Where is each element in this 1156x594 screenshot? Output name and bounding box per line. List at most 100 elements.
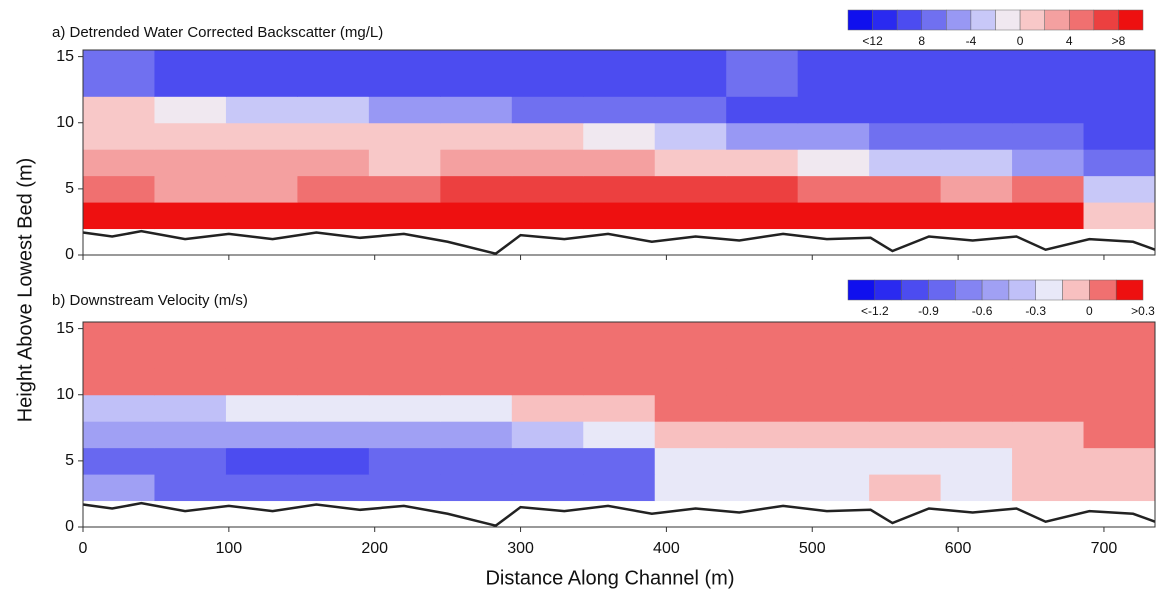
heat-cell — [511, 96, 584, 124]
heat-cell — [368, 474, 441, 502]
colorbar-swatch — [1115, 279, 1144, 301]
heat-cell — [654, 202, 727, 230]
heat-cell — [83, 149, 155, 177]
colorbar-swatch — [921, 9, 947, 31]
y-tick-label: 10 — [56, 114, 74, 131]
colorbar-swatch — [847, 9, 873, 31]
heat-cell — [225, 394, 298, 422]
colorbar-label: 8 — [918, 34, 925, 48]
heat-cell — [726, 394, 799, 422]
heat-cell — [440, 50, 513, 97]
bed-line — [82, 501, 1156, 528]
heat-cell — [154, 474, 227, 502]
heat-cell — [225, 175, 298, 203]
heat-cell — [583, 96, 656, 124]
heat-cell — [940, 149, 1013, 177]
heat-cell — [869, 394, 942, 422]
x-tick-label: 0 — [79, 540, 88, 557]
heat-cell — [368, 96, 441, 124]
heat-cell — [654, 447, 727, 475]
heat-cell — [726, 447, 799, 475]
heat-cell — [1083, 50, 1156, 97]
heat-cell — [726, 149, 799, 177]
heat-cell — [511, 175, 584, 203]
heat-cell — [726, 322, 799, 369]
heat-cell — [583, 122, 656, 150]
heat-cell — [1083, 368, 1156, 396]
heat-cell — [225, 421, 298, 449]
heat-cell — [797, 368, 870, 396]
heat-cell — [154, 50, 227, 97]
heat-cell — [511, 368, 584, 396]
heat-cell — [511, 149, 584, 177]
heat-cell — [440, 122, 513, 150]
heat-cell — [1012, 394, 1085, 422]
heat-cell — [511, 202, 584, 230]
heat-cell — [869, 474, 942, 502]
heat-cell — [83, 447, 155, 475]
colorbar-swatch — [1062, 279, 1090, 301]
colorbar-label: -4 — [966, 34, 977, 48]
heat-cell — [154, 447, 227, 475]
heat-cell — [797, 322, 870, 369]
heat-cell — [440, 394, 513, 422]
heat-cell — [726, 96, 799, 124]
heat-cell — [154, 122, 227, 150]
heat-cell — [83, 394, 155, 422]
heat-cell — [225, 50, 298, 97]
heat-cell — [297, 394, 370, 422]
heat-cell — [368, 175, 441, 203]
heat-cell — [511, 447, 584, 475]
heat-cell — [797, 50, 870, 97]
y-tick-label: 15 — [56, 48, 74, 65]
heat-cell — [440, 421, 513, 449]
heat-cell — [797, 122, 870, 150]
heat-cell — [368, 50, 441, 97]
heat-cell — [511, 421, 584, 449]
heat-cell — [83, 202, 155, 230]
heat-cell — [654, 175, 727, 203]
heat-cell — [83, 175, 155, 203]
heat-cell — [440, 96, 513, 124]
heat-cell — [583, 474, 656, 502]
x-tick-label: 100 — [215, 540, 242, 557]
heat-cell — [368, 394, 441, 422]
heat-cell — [511, 474, 584, 502]
heat-cell — [654, 122, 727, 150]
heat-cell — [297, 368, 370, 396]
heat-cell — [154, 368, 227, 396]
bed-line — [82, 229, 1156, 256]
heat-cell — [297, 421, 370, 449]
colorbar-swatch — [1008, 279, 1036, 301]
heat-cell — [297, 50, 370, 97]
heat-cell — [511, 322, 584, 369]
heat-cell — [869, 322, 942, 369]
heat-cell — [869, 421, 942, 449]
panel-title: a) Detrended Water Corrected Backscatter… — [52, 24, 383, 41]
heat-cell — [869, 368, 942, 396]
colorbar-label: 0 — [1086, 304, 1093, 318]
heat-cell — [1012, 447, 1085, 475]
heat-cell — [83, 50, 155, 97]
heat-cell — [1083, 322, 1156, 369]
heat-cell — [154, 421, 227, 449]
heat-cell — [1083, 447, 1156, 475]
y-tick-label: 5 — [65, 452, 74, 469]
heat-cell — [869, 175, 942, 203]
colorbar-swatch — [1035, 279, 1063, 301]
heat-cell — [940, 175, 1013, 203]
colorbar-label: >8 — [1112, 34, 1126, 48]
heat-cell — [1012, 202, 1085, 230]
colorbar-label: >0.3 — [1131, 304, 1155, 318]
heat-cell — [297, 175, 370, 203]
heat-cell — [297, 96, 370, 124]
y-tick-label: 0 — [65, 518, 74, 535]
heat-cell — [83, 421, 155, 449]
colorbar-swatch — [847, 279, 876, 301]
colorbar-swatch — [1019, 9, 1045, 31]
x-tick-label: 300 — [507, 540, 534, 557]
heat-cell — [368, 122, 441, 150]
heat-cell — [940, 394, 1013, 422]
heat-cell — [726, 175, 799, 203]
heat-cell — [225, 368, 298, 396]
